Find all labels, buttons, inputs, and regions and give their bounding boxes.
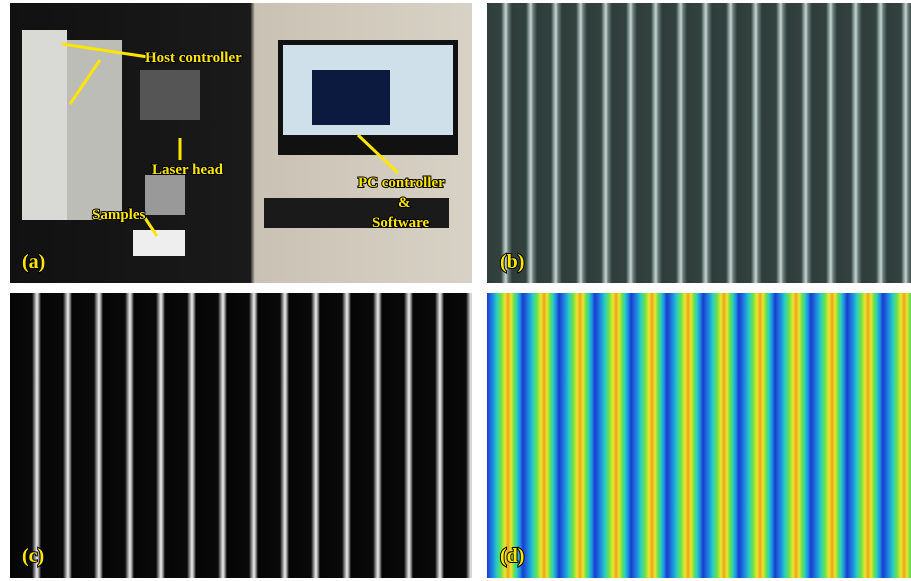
panel-label: (b) — [500, 251, 524, 273]
samples-tray — [133, 230, 185, 256]
annotation: Samples — [92, 207, 146, 223]
laser-head-body — [140, 70, 200, 120]
figure: Host controller Laser head Samples PC co… — [0, 0, 911, 581]
annotation: & — [398, 195, 411, 211]
annotation: Laser head — [152, 162, 224, 178]
software-plot — [312, 70, 390, 125]
panel-label: (d) — [500, 545, 524, 567]
annotation: Software — [372, 215, 430, 231]
annotation: Host controller — [145, 50, 242, 66]
panel-label: (c) — [22, 545, 44, 567]
overlay: Host controller Laser head Samples PC co… — [0, 0, 911, 581]
stage — [145, 175, 185, 215]
annotation: PC controller — [358, 175, 445, 191]
host-controller-box — [22, 30, 67, 220]
panel-label: (a) — [22, 251, 45, 273]
